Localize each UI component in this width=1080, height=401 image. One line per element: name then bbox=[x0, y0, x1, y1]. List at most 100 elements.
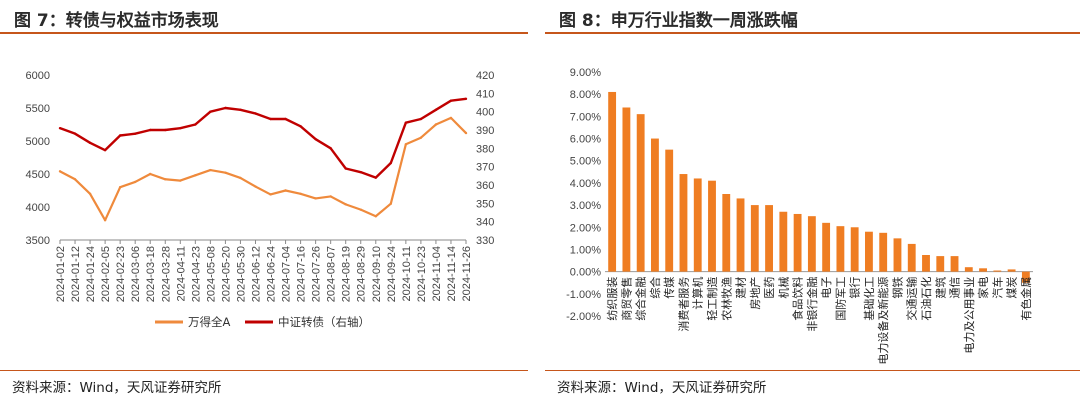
right-y-tick: 400 bbox=[476, 107, 494, 119]
category-label: 综合 bbox=[648, 277, 662, 299]
y-tick-label: 6.00% bbox=[570, 134, 601, 146]
data-point bbox=[419, 136, 423, 139]
bar bbox=[964, 267, 973, 272]
legend-label-wind-all-a: 万得全A bbox=[188, 315, 230, 329]
left-line-chart: 3500 4000 4500 5000 5500 6000 330 340 350 360 370 3… bbox=[26, 70, 495, 329]
bar bbox=[993, 270, 1002, 272]
bar bbox=[679, 174, 688, 272]
y-tick-label: 0.00% bbox=[570, 267, 601, 279]
data-point bbox=[133, 180, 137, 184]
category-label: 电力及公用事业 bbox=[963, 277, 976, 354]
data-point bbox=[269, 193, 272, 196]
bar bbox=[651, 138, 659, 272]
right-title-rule bbox=[545, 32, 1080, 34]
bar bbox=[893, 238, 902, 272]
x-tick-label: 2024-11-26 bbox=[461, 246, 473, 301]
left-source-rule bbox=[0, 370, 528, 371]
left-y-tick: 5000 bbox=[26, 136, 50, 148]
data-point bbox=[103, 148, 107, 152]
right-y-tick: 340 bbox=[476, 217, 494, 229]
data-point bbox=[179, 126, 182, 130]
legend-label-csi-cb: 中证转债（右轴） bbox=[278, 315, 370, 329]
data-point bbox=[269, 117, 272, 121]
category-label: 机械 bbox=[776, 277, 790, 299]
category-label: 电力设备及新能源 bbox=[876, 277, 890, 365]
right-source-rule bbox=[545, 370, 1080, 371]
y-tick-label: -1.00% bbox=[566, 289, 601, 301]
category-label: 房地产 bbox=[748, 277, 762, 310]
data-point bbox=[149, 172, 152, 176]
category-label: 基础化工 bbox=[862, 277, 876, 321]
data-point bbox=[179, 179, 182, 182]
data-point bbox=[374, 215, 377, 218]
data-point bbox=[239, 108, 242, 112]
x-tick-label: 2024-04-23 bbox=[190, 246, 202, 302]
data-point bbox=[254, 112, 257, 115]
data-point bbox=[118, 134, 122, 137]
x-tick-label: 2024-08-29 bbox=[356, 246, 368, 302]
right-chart-title: 图 8：申万行业指数一周涨跌幅 bbox=[559, 11, 798, 31]
series-line-csi-cb bbox=[59, 97, 467, 179]
x-tick-label: 2024-01-12 bbox=[70, 246, 82, 302]
data-point bbox=[284, 189, 287, 192]
data-point bbox=[314, 137, 317, 141]
category-label: 建材 bbox=[734, 277, 748, 299]
data-point bbox=[88, 141, 92, 145]
bar bbox=[608, 91, 617, 272]
category-label: 银行 bbox=[848, 277, 862, 299]
category-label: 消费者服务 bbox=[676, 277, 690, 332]
left-y-tick: 6000 bbox=[26, 70, 50, 82]
category-label: 有色金属 bbox=[1019, 277, 1033, 321]
data-point bbox=[434, 123, 438, 126]
data-point bbox=[73, 132, 77, 135]
x-tick-label: 2024-07-04 bbox=[281, 246, 293, 302]
bar bbox=[736, 198, 745, 272]
data-point bbox=[434, 108, 438, 112]
right-y-tick: 370 bbox=[476, 162, 494, 174]
data-point bbox=[103, 219, 107, 222]
right-y-tick: 420 bbox=[476, 70, 494, 82]
bar bbox=[979, 268, 987, 272]
x-tick-label: 2024-11-04 bbox=[431, 246, 443, 301]
series-line-wind-all-a bbox=[59, 116, 467, 222]
x-tick-label: 2024-02-23 bbox=[115, 246, 127, 302]
bar bbox=[850, 227, 859, 272]
category-label: 通信 bbox=[949, 277, 962, 299]
data-point bbox=[464, 97, 468, 101]
data-point bbox=[419, 117, 423, 121]
x-tick-label: 2024-03-28 bbox=[160, 246, 172, 302]
right-y-tick: 360 bbox=[476, 180, 494, 192]
data-point bbox=[344, 167, 347, 170]
data-point bbox=[118, 186, 122, 189]
x-tick-label: 2024-08-07 bbox=[326, 246, 338, 302]
x-tick-label: 2024-09-10 bbox=[371, 246, 383, 302]
data-point bbox=[254, 185, 257, 188]
data-point bbox=[239, 176, 242, 180]
data-point bbox=[194, 123, 197, 126]
bar bbox=[750, 205, 759, 272]
bar bbox=[936, 256, 945, 272]
data-point bbox=[194, 174, 197, 177]
left-y-tick: 4000 bbox=[26, 202, 50, 214]
data-point bbox=[58, 170, 62, 173]
bar bbox=[836, 226, 845, 272]
left-y-tick: 3500 bbox=[26, 235, 50, 247]
right-source-note: 资料来源：Wind，天风证券研究所 bbox=[557, 380, 767, 396]
bar bbox=[693, 178, 702, 272]
bar bbox=[879, 232, 888, 272]
bar bbox=[708, 180, 716, 272]
category-label: 汽车 bbox=[990, 277, 1004, 299]
data-point bbox=[389, 161, 393, 165]
category-label: 商贸零售 bbox=[619, 277, 633, 321]
data-point bbox=[133, 132, 137, 135]
data-point bbox=[164, 178, 167, 181]
data-point bbox=[404, 121, 408, 124]
right-y-tick: 410 bbox=[476, 88, 494, 100]
data-point bbox=[314, 197, 317, 200]
y-tick-label: 8.00% bbox=[570, 89, 601, 101]
data-point bbox=[449, 99, 453, 102]
data-point bbox=[88, 192, 92, 195]
bar bbox=[950, 256, 959, 272]
left-y-tick: 4500 bbox=[26, 169, 50, 181]
x-tick-label: 2024-05-30 bbox=[235, 246, 247, 302]
